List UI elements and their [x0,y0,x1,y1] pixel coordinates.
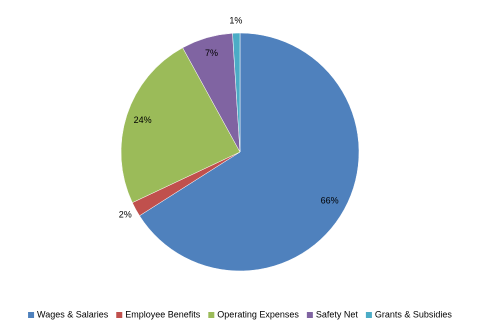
data-label: 2% [119,209,132,219]
data-label: 66% [321,196,339,206]
legend-label: Wages & Salaries [37,309,109,319]
legend-swatch [306,312,313,318]
pie-slice [120,47,241,204]
legend: Wages & Salaries Employee Benefits Operati… [28,309,452,319]
legend-swatch [365,312,372,318]
legend-swatch [116,312,123,318]
legend-label: Grants & Subsidies [375,309,453,319]
data-label: 1% [229,16,242,26]
legend-label: Safety Net [316,309,359,319]
data-label: 24% [134,115,152,125]
pie-slice [139,32,360,272]
legend-label: Employee Benefits [125,309,201,319]
pie-slice [232,32,241,153]
data-label: 7% [205,48,218,58]
legend-swatch [28,312,35,318]
legend-swatch [208,312,215,318]
legend-label: Operating Expenses [217,309,299,319]
